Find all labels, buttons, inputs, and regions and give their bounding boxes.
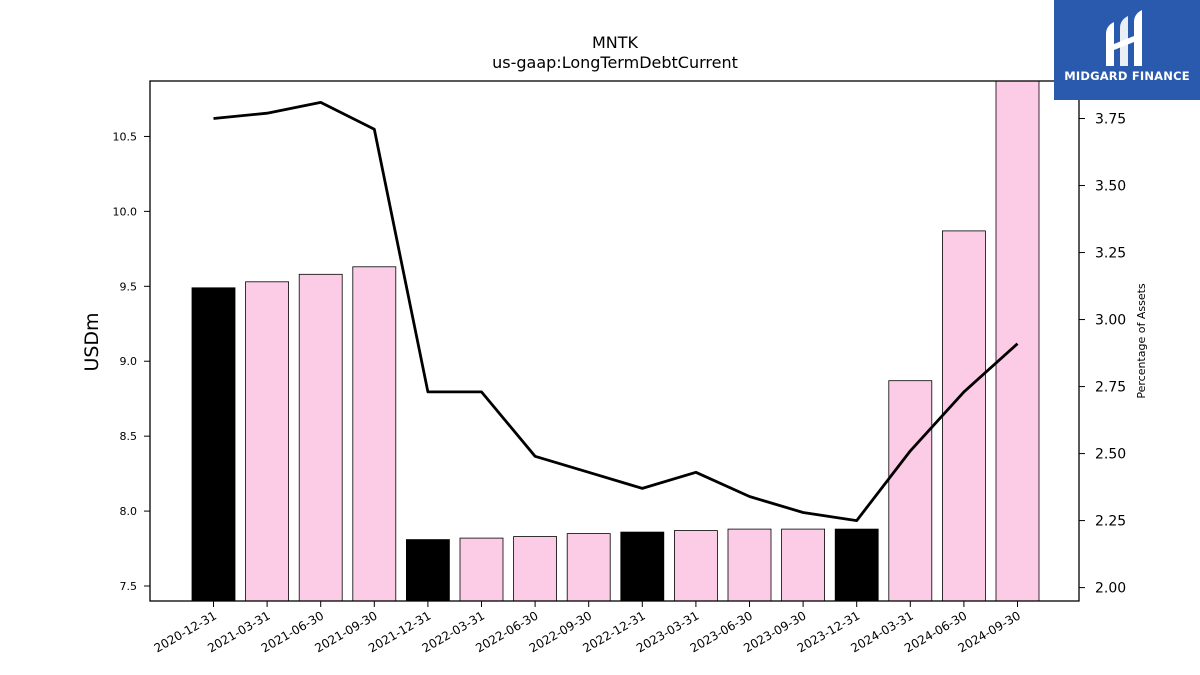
y2-tick-label: 3.00	[1095, 313, 1126, 329]
bar-2024-06-30	[942, 230, 986, 602]
y-tick-label: 7.5	[120, 580, 138, 593]
y-tick-label: 9.0	[120, 355, 138, 368]
bar-2022-03-31	[459, 537, 504, 602]
percentage-of-assets-line	[213, 101, 1019, 522]
bar-2021-03-31	[245, 281, 290, 602]
brand-logo: MIDGARD FINANCE	[1054, 0, 1200, 100]
bar-2024-03-31	[888, 380, 933, 602]
bar-2022-12-31	[620, 531, 665, 602]
bar-2022-06-30	[513, 536, 557, 602]
bar-2021-06-30	[298, 273, 343, 602]
bar-2023-03-31	[674, 530, 718, 602]
y2-tick-label: 3.50	[1095, 179, 1126, 195]
bar-2023-06-30	[727, 528, 772, 602]
bar-2023-09-30	[781, 528, 825, 602]
y2-tick-label: 3.75	[1095, 112, 1126, 128]
brand-name: MIDGARD FINANCE	[1064, 69, 1190, 83]
bar-2021-12-31	[405, 539, 450, 602]
chart-subtitle: us-gaap:LongTermDebtCurrent	[492, 53, 738, 72]
y2-tick-label: 3.25	[1095, 246, 1126, 262]
y-tick-label: 8.0	[120, 505, 138, 518]
y-tick-label: 10.0	[113, 205, 138, 218]
y2-axis-label: Percentage of Assets	[1135, 283, 1148, 399]
y2-tick-label: 2.00	[1095, 581, 1126, 597]
y-tick-label: 8.5	[120, 430, 138, 443]
y-tick-label: 10.5	[113, 130, 138, 143]
y2-tick-label: 2.25	[1095, 514, 1126, 530]
y2-tick-label: 2.50	[1095, 447, 1126, 463]
bar-2021-09-30	[352, 266, 397, 602]
chart-title: MNTK	[592, 33, 639, 52]
y-tick-label: 9.5	[120, 280, 138, 293]
bar-2020-12-31	[191, 287, 236, 602]
bar-2024-09-30	[995, 80, 1040, 602]
bar-2023-12-31	[834, 528, 879, 602]
y-axis-label: USDm	[81, 312, 103, 371]
plot-frame	[149, 80, 1080, 602]
y2-tick-label: 2.75	[1095, 380, 1126, 396]
bar-2022-09-30	[566, 533, 611, 602]
midgard-logo-icon	[1106, 10, 1142, 66]
